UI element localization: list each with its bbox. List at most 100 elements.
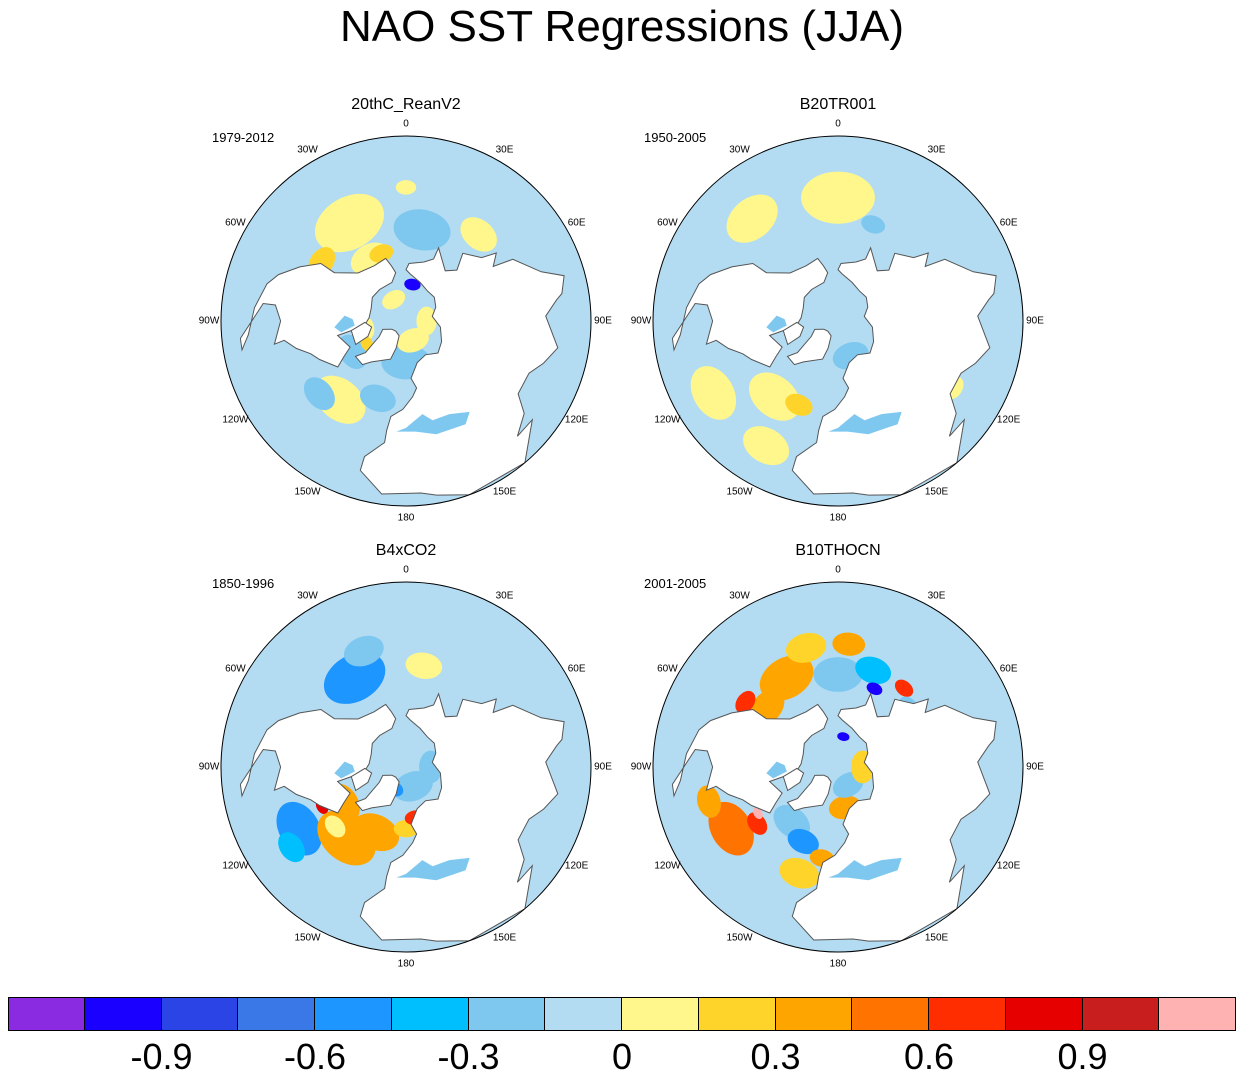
longitude-label: 90W bbox=[198, 315, 220, 327]
colorbar-box bbox=[929, 997, 1006, 1031]
hudson-bay bbox=[766, 761, 787, 779]
anomaly-region bbox=[696, 785, 721, 818]
anomaly-region bbox=[708, 801, 754, 856]
anomaly-region bbox=[726, 194, 778, 243]
anomaly-region bbox=[324, 815, 346, 838]
colorbar bbox=[8, 997, 1236, 1031]
anomaly-region bbox=[323, 652, 386, 704]
colorbar-tick-label: 0 bbox=[611, 1036, 633, 1077]
hudson-bay bbox=[334, 761, 355, 779]
anomaly-region bbox=[779, 857, 820, 889]
baffin-island-landmass bbox=[350, 767, 373, 792]
longitude-label: 30W bbox=[297, 144, 318, 156]
anomaly-region bbox=[753, 807, 763, 820]
longitude-label: 30W bbox=[729, 590, 750, 602]
longitude-label: 90E bbox=[1026, 761, 1044, 773]
colorbar-box bbox=[545, 997, 622, 1031]
colorbar-tick-label: -0.9 bbox=[130, 1036, 193, 1077]
colorbar-box bbox=[775, 997, 853, 1031]
baffin-island-landmass bbox=[350, 321, 373, 346]
longitude-label: 60W bbox=[657, 663, 678, 674]
colorbar-box bbox=[1159, 997, 1236, 1031]
anomaly-region bbox=[866, 682, 883, 696]
longitude-label: 30W bbox=[729, 144, 750, 156]
hudson-bay bbox=[766, 315, 787, 333]
longitude-label: 150E bbox=[924, 486, 949, 498]
north-america-landmass bbox=[239, 703, 397, 814]
anomaly-region bbox=[690, 366, 737, 420]
anomaly-region bbox=[382, 289, 406, 310]
period-label: 1950-2005 bbox=[644, 130, 707, 145]
greenland-landmass bbox=[786, 774, 832, 812]
anomaly-region bbox=[747, 812, 768, 835]
longitude-label: 150W bbox=[726, 486, 753, 498]
colorbar-tick-label: 0.9 bbox=[1057, 1036, 1108, 1077]
panel-20thc-reanv2: 20thC_ReanV2 1979-2012 180 150E 120E 90E 60E… bbox=[199, 96, 612, 526]
anomaly-region bbox=[801, 171, 875, 224]
mediterranean-sea bbox=[828, 411, 902, 435]
colorbar-box bbox=[698, 997, 776, 1031]
baffin-island-landmass bbox=[782, 767, 805, 792]
longitude-label: 0 bbox=[835, 118, 841, 130]
period-label: 1850-1996 bbox=[212, 576, 275, 591]
north-america-landmass bbox=[671, 703, 829, 814]
longitude-label: 60W bbox=[657, 217, 678, 228]
anomaly-region bbox=[894, 679, 914, 697]
longitude-label: 90W bbox=[198, 761, 220, 773]
eurasia-africa-landmass bbox=[791, 246, 997, 496]
longitude-label: 180 bbox=[829, 958, 847, 970]
longitude-label: 120E bbox=[564, 860, 589, 871]
anomaly-region bbox=[393, 209, 451, 251]
longitude-label: 180 bbox=[829, 512, 847, 524]
longitude-label: 120E bbox=[996, 414, 1021, 425]
longitude-label: 150E bbox=[924, 932, 949, 944]
longitude-label: 120E bbox=[564, 414, 589, 425]
eurasia-africa-landmass bbox=[791, 692, 997, 942]
longitude-label: 180 bbox=[397, 512, 415, 524]
anomaly-region bbox=[460, 217, 497, 252]
map-boundary bbox=[652, 581, 1024, 953]
anomaly-region bbox=[749, 372, 801, 421]
colorbar-box bbox=[1082, 997, 1160, 1031]
map-boundary bbox=[652, 135, 1024, 507]
colorbar-box bbox=[468, 997, 546, 1031]
panel-title: B20TR001 bbox=[799, 96, 877, 113]
colorbar-tick-label: 0.6 bbox=[903, 1036, 955, 1077]
anomaly-region bbox=[832, 632, 866, 656]
anomaly-region bbox=[837, 732, 850, 742]
eurasia-africa-landmass bbox=[359, 246, 565, 496]
greenland-landmass bbox=[354, 328, 400, 366]
longitude-label: 0 bbox=[403, 564, 409, 576]
colorbar-box bbox=[391, 997, 469, 1031]
hudson-bay bbox=[334, 315, 355, 333]
baffin-island-landmass bbox=[782, 321, 805, 346]
longitude-label: 150W bbox=[294, 486, 321, 498]
longitude-label: 30W bbox=[297, 590, 318, 602]
anomaly-region bbox=[861, 215, 886, 234]
anomaly-region bbox=[416, 306, 437, 336]
longitude-label: 150W bbox=[294, 932, 321, 944]
greenland-landmass bbox=[354, 774, 400, 812]
greenland-landmass bbox=[786, 328, 832, 366]
polar-map bbox=[220, 135, 592, 507]
period-label: 2001-2005 bbox=[644, 576, 707, 591]
panel-title: B4xCO2 bbox=[375, 542, 437, 559]
north-america-landmass bbox=[239, 257, 397, 368]
longitude-label: 60E bbox=[567, 663, 586, 674]
anomaly-region bbox=[785, 632, 827, 663]
period-label: 1979-2012 bbox=[212, 130, 275, 145]
map-boundary bbox=[220, 581, 592, 953]
colorbar-tick-label: -0.6 bbox=[283, 1036, 347, 1077]
anomaly-region bbox=[855, 656, 892, 685]
anomaly-region bbox=[405, 652, 443, 680]
polar-map bbox=[220, 581, 592, 953]
colorbar-box bbox=[238, 997, 315, 1031]
longitude-label: 60W bbox=[225, 217, 246, 228]
anomaly-region bbox=[743, 426, 790, 466]
mediterranean-sea bbox=[396, 411, 470, 435]
colorbar-box bbox=[8, 997, 85, 1031]
longitude-label: 90W bbox=[630, 761, 652, 773]
longitude-label: 60E bbox=[999, 217, 1018, 228]
colorbar-tick-label: 0.3 bbox=[750, 1036, 801, 1077]
longitude-label: 180 bbox=[397, 958, 415, 970]
